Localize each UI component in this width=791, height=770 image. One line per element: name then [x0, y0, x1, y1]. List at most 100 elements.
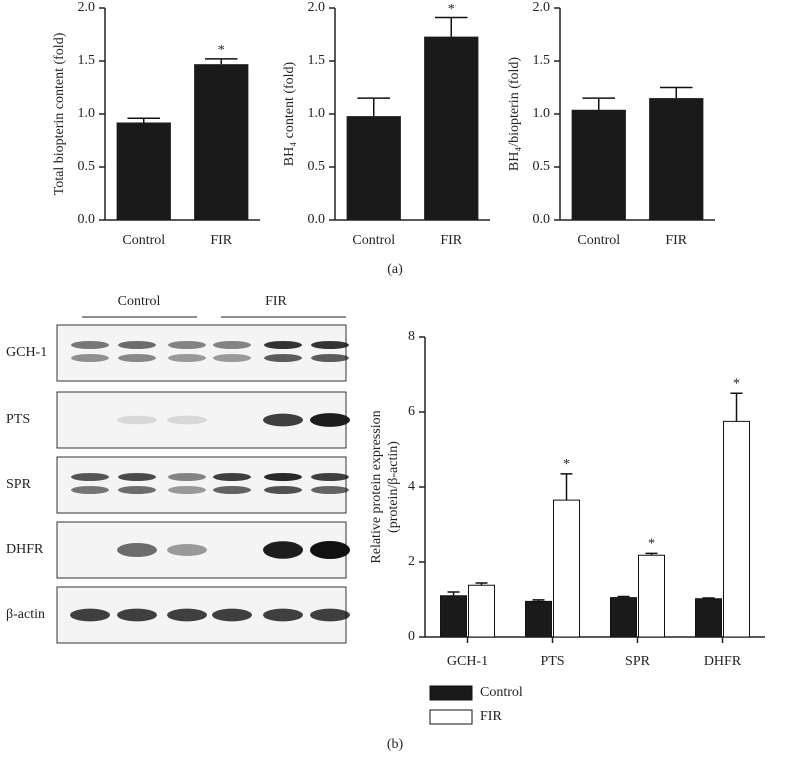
y-tick-label: 2.0: [308, 0, 326, 15]
x-tick-label: GCH-1: [447, 654, 488, 669]
y-tick-label: 0.0: [533, 212, 551, 227]
panel-label: (a): [387, 262, 403, 277]
blot-band: [117, 543, 157, 557]
y-tick-label: 1.0: [533, 106, 551, 121]
x-tick-label: Control: [122, 233, 165, 248]
y-tick-label: 2.0: [533, 0, 551, 15]
y-tick-label: 0.5: [78, 159, 96, 174]
blot-row-label: DHFR: [6, 542, 44, 557]
blot-band: [118, 341, 156, 349]
bar: [424, 36, 479, 221]
blot-band: [310, 608, 350, 622]
y-tick-label: 8: [408, 329, 415, 344]
blot-row-label: β-actin: [6, 607, 45, 622]
x-tick-label: DHFR: [704, 654, 742, 669]
blot-band: [263, 608, 303, 622]
y-axis-label: Relative protein expression: [369, 410, 384, 563]
significance-mark: *: [733, 376, 740, 391]
bar: [723, 420, 750, 638]
blot-band: [117, 608, 157, 622]
bar: [638, 554, 665, 638]
x-tick-label: FIR: [665, 233, 687, 248]
x-tick-label: PTS: [540, 654, 564, 669]
blot-band: [310, 541, 350, 559]
blot-frame: [56, 456, 347, 514]
significance-mark: *: [218, 43, 225, 58]
bar: [468, 584, 495, 638]
y-axis-label: Total biopterin content (fold): [52, 32, 67, 195]
blot-band: [168, 486, 206, 494]
y-axis-label: (protein/β-actin): [386, 441, 401, 533]
panel-label: (b): [387, 737, 404, 752]
blot-band: [213, 354, 251, 362]
blot-row-label: GCH-1: [6, 345, 47, 360]
y-tick-label: 4: [408, 479, 415, 494]
blot-band: [264, 354, 302, 362]
y-tick-label: 1.0: [308, 106, 326, 121]
y-tick-label: 0: [408, 629, 415, 644]
blot-band: [167, 415, 207, 425]
blot-band: [118, 354, 156, 362]
significance-mark: *: [648, 537, 655, 552]
significance-mark: *: [448, 2, 455, 17]
y-tick-label: 1.5: [533, 53, 551, 68]
blot-band: [70, 608, 110, 622]
blot-band: [213, 473, 251, 481]
blot-row-label: SPR: [6, 477, 32, 492]
blot-band: [168, 354, 206, 362]
legend-swatch: [429, 685, 473, 701]
y-tick-label: 2.0: [78, 0, 96, 15]
y-tick-label: 0.5: [308, 159, 326, 174]
blot-band: [168, 473, 206, 481]
blot-band: [213, 341, 251, 349]
bar: [116, 122, 171, 220]
blot-band: [118, 486, 156, 494]
legend-label: FIR: [480, 709, 502, 724]
blot-band: [264, 486, 302, 494]
blot-band: [71, 486, 109, 494]
blot-band: [263, 541, 303, 559]
y-tick-label: 1.0: [78, 106, 96, 121]
blot-band: [213, 486, 251, 494]
blot-band: [311, 486, 349, 494]
blot-band: [264, 473, 302, 481]
blot-band: [310, 413, 350, 427]
blot-band: [264, 341, 302, 349]
blot-group-label: FIR: [265, 294, 287, 309]
x-tick-label: FIR: [440, 233, 462, 248]
x-tick-label: Control: [352, 233, 395, 248]
x-tick-label: SPR: [625, 654, 651, 669]
legend-swatch: [429, 709, 473, 725]
blot-band: [71, 341, 109, 349]
bar: [553, 499, 580, 638]
bar: [525, 600, 552, 638]
blot-band: [311, 341, 349, 349]
bar: [194, 64, 249, 221]
y-tick-label: 2: [408, 554, 415, 569]
y-axis-label: BH₄ content (fold): [282, 61, 297, 166]
y-tick-label: 6: [408, 404, 415, 419]
bar: [346, 116, 401, 220]
y-tick-label: 0.0: [78, 212, 96, 227]
y-tick-label: 1.5: [308, 53, 326, 68]
blot-band: [311, 473, 349, 481]
y-axis-label: BH₄/biopterin (fold): [507, 57, 522, 171]
blot-band: [71, 354, 109, 362]
bar: [440, 595, 467, 638]
significance-mark: *: [563, 457, 570, 472]
blot-band: [118, 473, 156, 481]
blot-band: [263, 413, 303, 427]
x-tick-label: Control: [577, 233, 620, 248]
blot-band: [212, 608, 252, 622]
y-tick-label: 1.5: [78, 53, 96, 68]
legend-label: Control: [480, 685, 523, 700]
blot-group-label: Control: [118, 294, 161, 309]
bar: [649, 98, 704, 220]
bar: [695, 598, 722, 638]
x-tick-label: FIR: [210, 233, 232, 248]
blot-row-label: PTS: [6, 412, 30, 427]
bar: [610, 597, 637, 638]
blot-band: [167, 608, 207, 622]
blot-band: [168, 341, 206, 349]
